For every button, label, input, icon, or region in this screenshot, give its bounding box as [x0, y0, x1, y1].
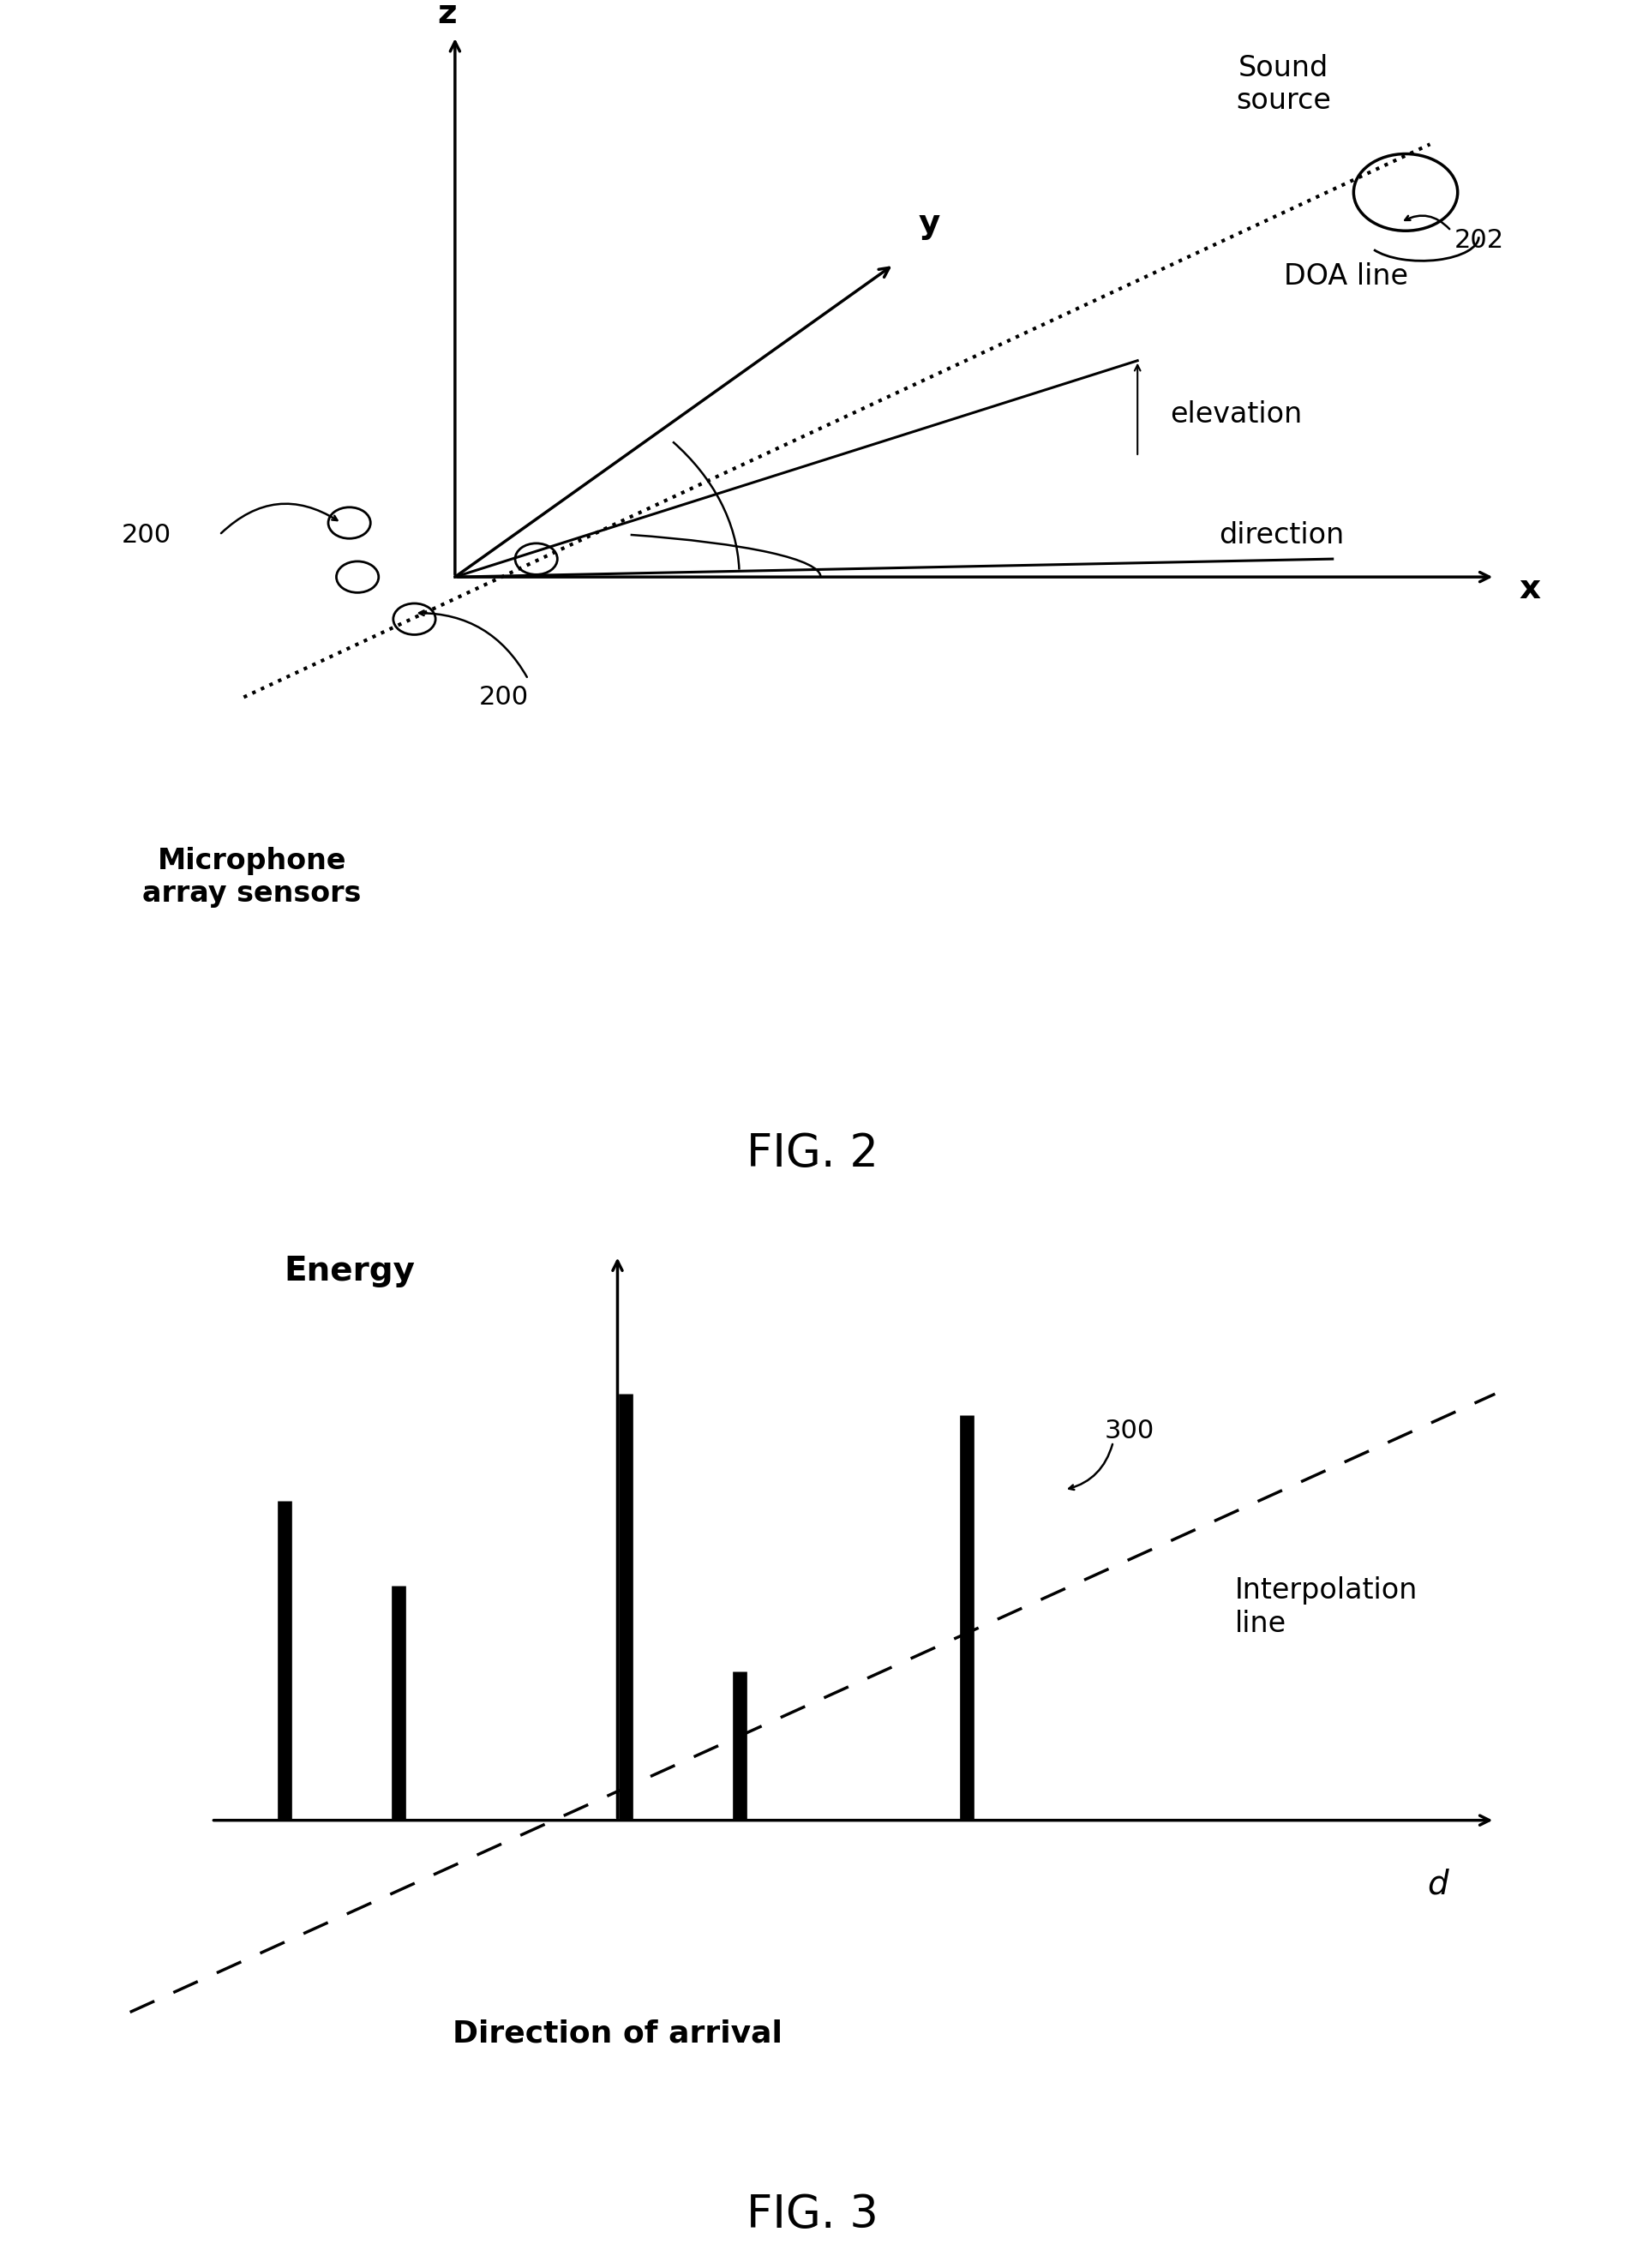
- Text: Microphone
array sensors: Microphone array sensors: [143, 846, 361, 907]
- Text: 202: 202: [1454, 229, 1505, 252]
- Text: 300: 300: [1105, 1420, 1154, 1445]
- Text: d: d: [1428, 1869, 1448, 1901]
- Text: z: z: [437, 0, 457, 29]
- Text: Sound
source: Sound source: [1237, 54, 1331, 116]
- Text: y: y: [918, 209, 939, 240]
- Text: x: x: [1519, 574, 1540, 606]
- Text: direction: direction: [1219, 522, 1344, 549]
- Text: Interpolation
line: Interpolation line: [1235, 1576, 1419, 1637]
- Text: elevation: elevation: [1170, 401, 1302, 429]
- Text: DOA line: DOA line: [1284, 263, 1407, 290]
- Text: Direction of arrival: Direction of arrival: [453, 2019, 782, 2048]
- Text: Energy: Energy: [284, 1254, 416, 1288]
- Text: 200: 200: [122, 522, 171, 547]
- Text: FIG. 3: FIG. 3: [746, 2193, 879, 2236]
- Text: FIG. 2: FIG. 2: [746, 1132, 879, 1177]
- Text: 200: 200: [479, 685, 528, 710]
